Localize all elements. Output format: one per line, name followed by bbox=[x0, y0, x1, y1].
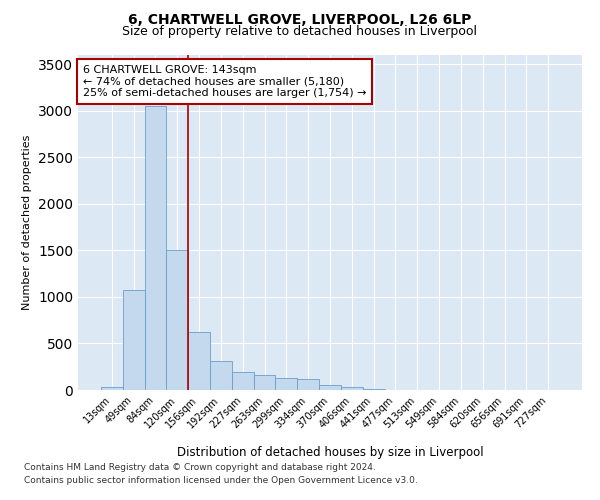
Y-axis label: Number of detached properties: Number of detached properties bbox=[22, 135, 32, 310]
Text: Contains public sector information licensed under the Open Government Licence v3: Contains public sector information licen… bbox=[24, 476, 418, 485]
Bar bbox=[101, 387, 123, 390]
Text: Distribution of detached houses by size in Liverpool: Distribution of detached houses by size … bbox=[176, 446, 484, 459]
Text: Contains HM Land Registry data © Crown copyright and database right 2024.: Contains HM Land Registry data © Crown c… bbox=[24, 464, 376, 472]
Bar bbox=[363, 389, 385, 390]
Bar bbox=[297, 380, 319, 390]
Bar bbox=[166, 250, 188, 390]
Bar bbox=[123, 290, 145, 390]
Bar bbox=[341, 387, 363, 390]
Bar bbox=[210, 361, 232, 390]
Bar bbox=[232, 372, 254, 390]
Bar bbox=[254, 375, 275, 390]
Bar bbox=[275, 378, 297, 390]
Bar bbox=[145, 106, 166, 390]
Text: 6 CHARTWELL GROVE: 143sqm
← 74% of detached houses are smaller (5,180)
25% of se: 6 CHARTWELL GROVE: 143sqm ← 74% of detac… bbox=[83, 65, 367, 98]
Bar bbox=[319, 385, 341, 390]
Text: Size of property relative to detached houses in Liverpool: Size of property relative to detached ho… bbox=[122, 25, 478, 38]
Bar bbox=[188, 332, 210, 390]
Text: 6, CHARTWELL GROVE, LIVERPOOL, L26 6LP: 6, CHARTWELL GROVE, LIVERPOOL, L26 6LP bbox=[128, 12, 472, 26]
